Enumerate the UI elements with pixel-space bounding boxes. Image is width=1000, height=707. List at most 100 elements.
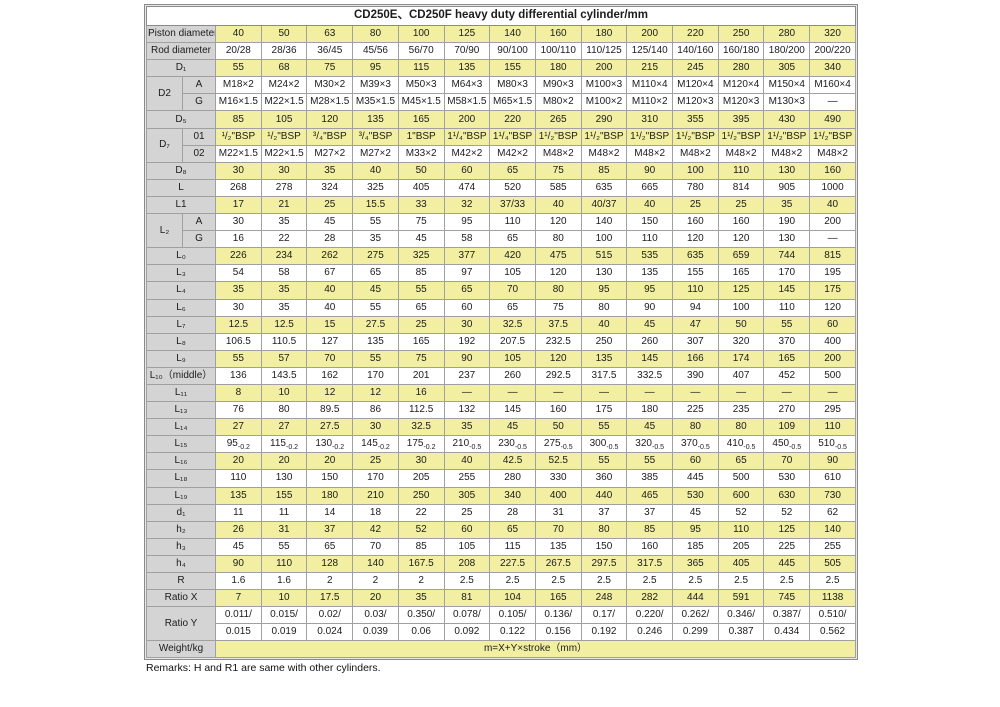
cell: 295 [809, 401, 856, 420]
cell: 510-0.5 [809, 435, 856, 454]
cell: 32 [443, 195, 491, 215]
table-row: D₁ 55 68 75 95 115 135 155 180 200 215 245 280 305 340 [146, 59, 856, 78]
row-label: Rod diameter [146, 42, 216, 61]
cell: 110 [215, 469, 262, 488]
cell: M100×3 [580, 76, 628, 95]
cell: 55 [626, 452, 674, 471]
cell: 500 [717, 469, 765, 488]
row-label: Weight/kg [146, 640, 216, 659]
table-row: L₆ 30 35 40 55 65 60 65 75 80 90 94 100 110 120 [146, 298, 856, 317]
cell: 165 [534, 589, 582, 608]
cell: 165 [763, 349, 811, 368]
cell: 520 [489, 178, 536, 197]
cell: 125 [763, 520, 811, 539]
cell: M80×2 [534, 93, 582, 112]
cell: 155 [489, 59, 536, 78]
cell: 0.019 [260, 623, 308, 642]
cell: 1¹/₂"BSP [580, 127, 628, 146]
cell: 65 [489, 230, 536, 249]
cell: 140 [809, 520, 856, 539]
cell: 0.562 [809, 623, 856, 642]
cell: 75 [306, 59, 354, 78]
cell: 54 [215, 264, 262, 283]
cell: 2.5 [443, 571, 491, 591]
cell: 130 [763, 230, 811, 249]
spec-table-container: CD250E、CD250F heavy duty differential cy… [144, 4, 858, 661]
table-row: Piston diameter 40 50 63 80 100 125 140 160 180 20… [146, 24, 856, 44]
cell: 55 [397, 281, 445, 300]
cell: 162 [306, 366, 354, 385]
cell: 160 [672, 213, 719, 232]
cell: 85 [580, 161, 628, 180]
cell: 55 [763, 315, 811, 334]
cell: 140 [580, 213, 628, 232]
cell: 89.5 [306, 401, 354, 420]
cell: 145 [489, 401, 536, 420]
cell: 150 [580, 537, 628, 556]
cell: 500 [809, 366, 856, 385]
cell: 135 [626, 264, 674, 283]
cell: M48×2 [809, 144, 856, 163]
cell: 0.092 [443, 623, 491, 642]
cell: 40 [352, 161, 399, 180]
cell: 340 [809, 59, 856, 78]
table-row: 02 M22×1.5 M22×1.5 M27×2 M27×2 M33×2 M42×2 M42×… [147, 144, 856, 163]
cell: 95 [443, 213, 491, 232]
cell: 100/110 [534, 42, 582, 61]
cell: 47 [672, 315, 719, 334]
row-label: L₁₆ [146, 452, 216, 471]
cell: 140 [489, 24, 536, 44]
cell: M48×2 [717, 144, 765, 163]
cell: 63 [306, 24, 354, 44]
cell: 305 [763, 59, 811, 78]
cell: 275 [352, 247, 399, 266]
cell: 0.17/ [580, 606, 628, 625]
cell: 445 [763, 554, 811, 574]
cell: 591 [717, 589, 765, 608]
cell: 1¹/₂"BSP [626, 127, 674, 146]
cell: 145-0.2 [352, 435, 399, 454]
table-row: L₀ 226 234 262 275 325 377 420 475 515 535 635 659 74… [146, 247, 856, 266]
cell: 55 [215, 349, 262, 368]
cell: 106.5 [215, 332, 262, 351]
cell: M58×1.5 [443, 93, 491, 112]
cell: 27.5 [306, 418, 354, 437]
cell: 160 [717, 213, 765, 232]
cell: M35×1.5 [352, 93, 399, 112]
cell: 65 [717, 452, 765, 471]
cell: 0.192 [580, 623, 628, 642]
cell: 600 [717, 486, 765, 505]
cell: 200 [626, 24, 674, 44]
cell: 1"BSP [397, 127, 445, 146]
cell: 70 [306, 349, 354, 368]
table-row: L₁₅ 95-0.2 115-0.2 130-0.2 145-0.2 175-0.2 210… [146, 435, 856, 454]
cell: 165 [397, 110, 445, 129]
cell: 140 [352, 554, 399, 574]
cell: — [626, 383, 674, 403]
cell: 0.03/ [352, 606, 399, 625]
cell: 35 [260, 281, 308, 300]
cell: 305 [443, 486, 491, 505]
cell: M120×4 [672, 76, 719, 95]
cell: M64×3 [443, 76, 491, 95]
cell: 58 [443, 230, 491, 249]
cell: 2.5 [672, 571, 719, 591]
cell: M48×2 [580, 144, 628, 163]
cell: 365 [672, 554, 719, 574]
cell: 20 [260, 452, 308, 471]
row-label: D₁ [146, 59, 216, 78]
cell: 55 [260, 537, 308, 556]
page-title: CD250E、CD250F heavy duty differential cy… [146, 6, 856, 26]
cell: 452 [763, 366, 811, 385]
cell: 630 [763, 486, 811, 505]
cell: 81 [443, 589, 491, 608]
cell: 35 [306, 161, 354, 180]
cell: 30 [443, 315, 491, 334]
table-row: L₁₉ 135 155 180 210 250 305 340 400 440 465 530 600 6… [146, 486, 856, 505]
cell: — [489, 383, 536, 403]
cell: 36/45 [306, 42, 354, 61]
row-label: h₃ [146, 537, 216, 556]
table-row: d₁ 11 11 14 18 22 25 28 31 37 37 45 52 52 62 [146, 503, 856, 522]
cell: M120×4 [717, 76, 765, 95]
cell: 100 [397, 24, 445, 44]
